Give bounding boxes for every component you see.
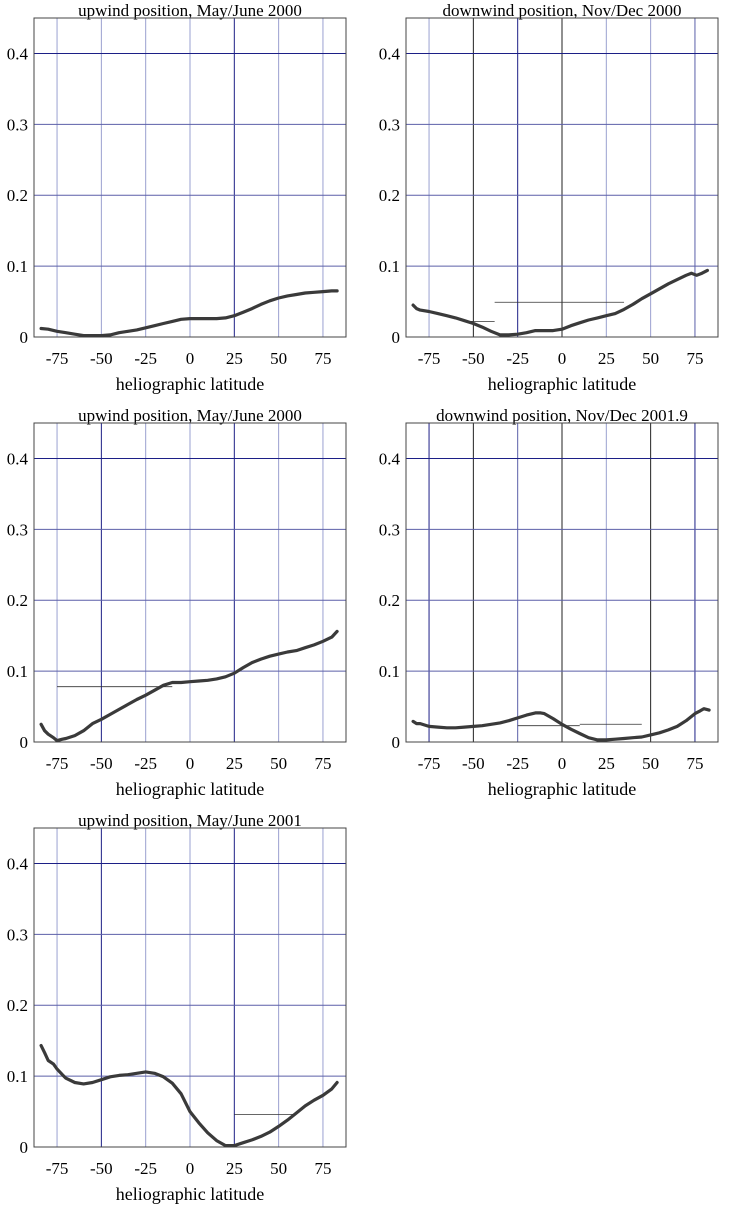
y-tick-label: 0.1 <box>7 662 28 681</box>
x-tick-label: 50 <box>270 754 287 773</box>
x-tick-label: -25 <box>506 754 529 773</box>
data-series-line <box>411 707 711 742</box>
y-tick-label: 0.2 <box>7 996 28 1015</box>
x-tick-label: 75 <box>686 754 703 773</box>
y-tick-label: 0.4 <box>7 44 29 63</box>
chart-panel: upwind position, May/June 2000 0 0.1 0.2 0.3… <box>7 1 347 394</box>
x-tick-label: 0 <box>558 349 567 368</box>
y-tick-label: 0.4 <box>379 44 401 63</box>
y-tick-label: 0.3 <box>7 520 28 539</box>
y-tick-label: 0 <box>20 1138 29 1157</box>
y-tick-label: 0.2 <box>379 186 400 205</box>
y-tick-label: 0.4 <box>7 449 29 468</box>
x-tick-label: 50 <box>642 349 659 368</box>
x-tick-label: -25 <box>134 349 157 368</box>
data-series-line <box>39 289 339 338</box>
x-axis-label: heliographic latitude <box>116 779 264 799</box>
x-tick-label: 0 <box>186 349 195 368</box>
x-tick-label: 25 <box>226 754 243 773</box>
y-tick-label: 0.2 <box>379 591 400 610</box>
y-tick-label: 0.1 <box>7 1067 28 1086</box>
y-tick-label: 0.1 <box>7 257 28 276</box>
x-tick-label: -50 <box>462 754 485 773</box>
x-axis-label: heliographic latitude <box>488 779 636 799</box>
plot-frame <box>405 17 719 338</box>
y-tick-label: 0 <box>392 328 401 347</box>
x-tick-label: -25 <box>134 754 157 773</box>
y-tick-label: 0 <box>20 328 29 347</box>
x-tick-label: 25 <box>598 349 615 368</box>
data-series-line <box>39 1044 339 1148</box>
x-tick-label: 25 <box>226 1159 243 1178</box>
x-tick-label: -50 <box>90 754 113 773</box>
plot-frame <box>33 422 347 743</box>
x-axis-label: heliographic latitude <box>116 374 264 394</box>
x-tick-label: -75 <box>418 349 441 368</box>
x-tick-label: 50 <box>642 754 659 773</box>
x-tick-label: -75 <box>418 754 441 773</box>
x-axis-label: heliographic latitude <box>116 1184 264 1204</box>
x-tick-label: 25 <box>226 349 243 368</box>
x-tick-label: -25 <box>506 349 529 368</box>
x-tick-label: 75 <box>314 349 331 368</box>
chart-title: downwind position, Nov/Dec 2000 <box>443 1 682 20</box>
y-tick-label: 0.3 <box>379 520 400 539</box>
chart-title: upwind position, May/June 2000 <box>78 1 302 20</box>
y-tick-label: 0 <box>20 733 29 752</box>
x-tick-label: 75 <box>314 754 331 773</box>
y-tick-label: 0.3 <box>379 115 400 134</box>
chart-panel: upwind position, May/June 2001 0 0.1 0.2 0.3… <box>7 811 347 1204</box>
x-tick-label: -50 <box>90 1159 113 1178</box>
x-tick-label: 50 <box>270 349 287 368</box>
chart-panel: downwind position, Nov/Dec 2000 0 0.1 0.2 0.… <box>379 1 719 394</box>
x-tick-label: 0 <box>558 754 567 773</box>
chart-panel: upwind position, May/June 2000 0 0.1 0.2 0.3… <box>7 406 347 799</box>
x-tick-label: 50 <box>270 1159 287 1178</box>
y-tick-label: 0.3 <box>7 925 28 944</box>
y-tick-label: 0 <box>392 733 401 752</box>
chart-title: upwind position, May/June 2001 <box>78 811 302 830</box>
y-tick-label: 0.1 <box>379 257 400 276</box>
x-tick-label: -50 <box>90 349 113 368</box>
y-tick-label: 0.1 <box>379 662 400 681</box>
plot-frame <box>33 17 347 338</box>
data-series-line <box>411 268 709 337</box>
plot-frame <box>33 827 347 1148</box>
x-tick-label: -50 <box>462 349 485 368</box>
chart-panel: downwind position, Nov/Dec 2001.9 0 0.1 0.2… <box>379 406 719 799</box>
x-tick-label: 0 <box>186 1159 195 1178</box>
y-tick-label: 0.2 <box>7 591 28 610</box>
plot-frame <box>405 422 719 743</box>
x-tick-label: 75 <box>686 349 703 368</box>
x-tick-label: -75 <box>46 1159 69 1178</box>
y-tick-label: 0.4 <box>379 449 401 468</box>
y-tick-label: 0.4 <box>7 854 29 873</box>
y-tick-label: 0.3 <box>7 115 28 134</box>
x-axis-label: heliographic latitude <box>488 374 636 394</box>
x-tick-label: 0 <box>186 754 195 773</box>
x-tick-label: -25 <box>134 1159 157 1178</box>
y-tick-label: 0.2 <box>7 186 28 205</box>
x-tick-label: -75 <box>46 349 69 368</box>
data-series-line <box>39 629 339 743</box>
chart-title: upwind position, May/June 2000 <box>78 406 302 425</box>
chart-title: downwind position, Nov/Dec 2001.9 <box>436 406 688 425</box>
x-tick-label: 75 <box>314 1159 331 1178</box>
x-tick-label: 25 <box>598 754 615 773</box>
x-tick-label: -75 <box>46 754 69 773</box>
